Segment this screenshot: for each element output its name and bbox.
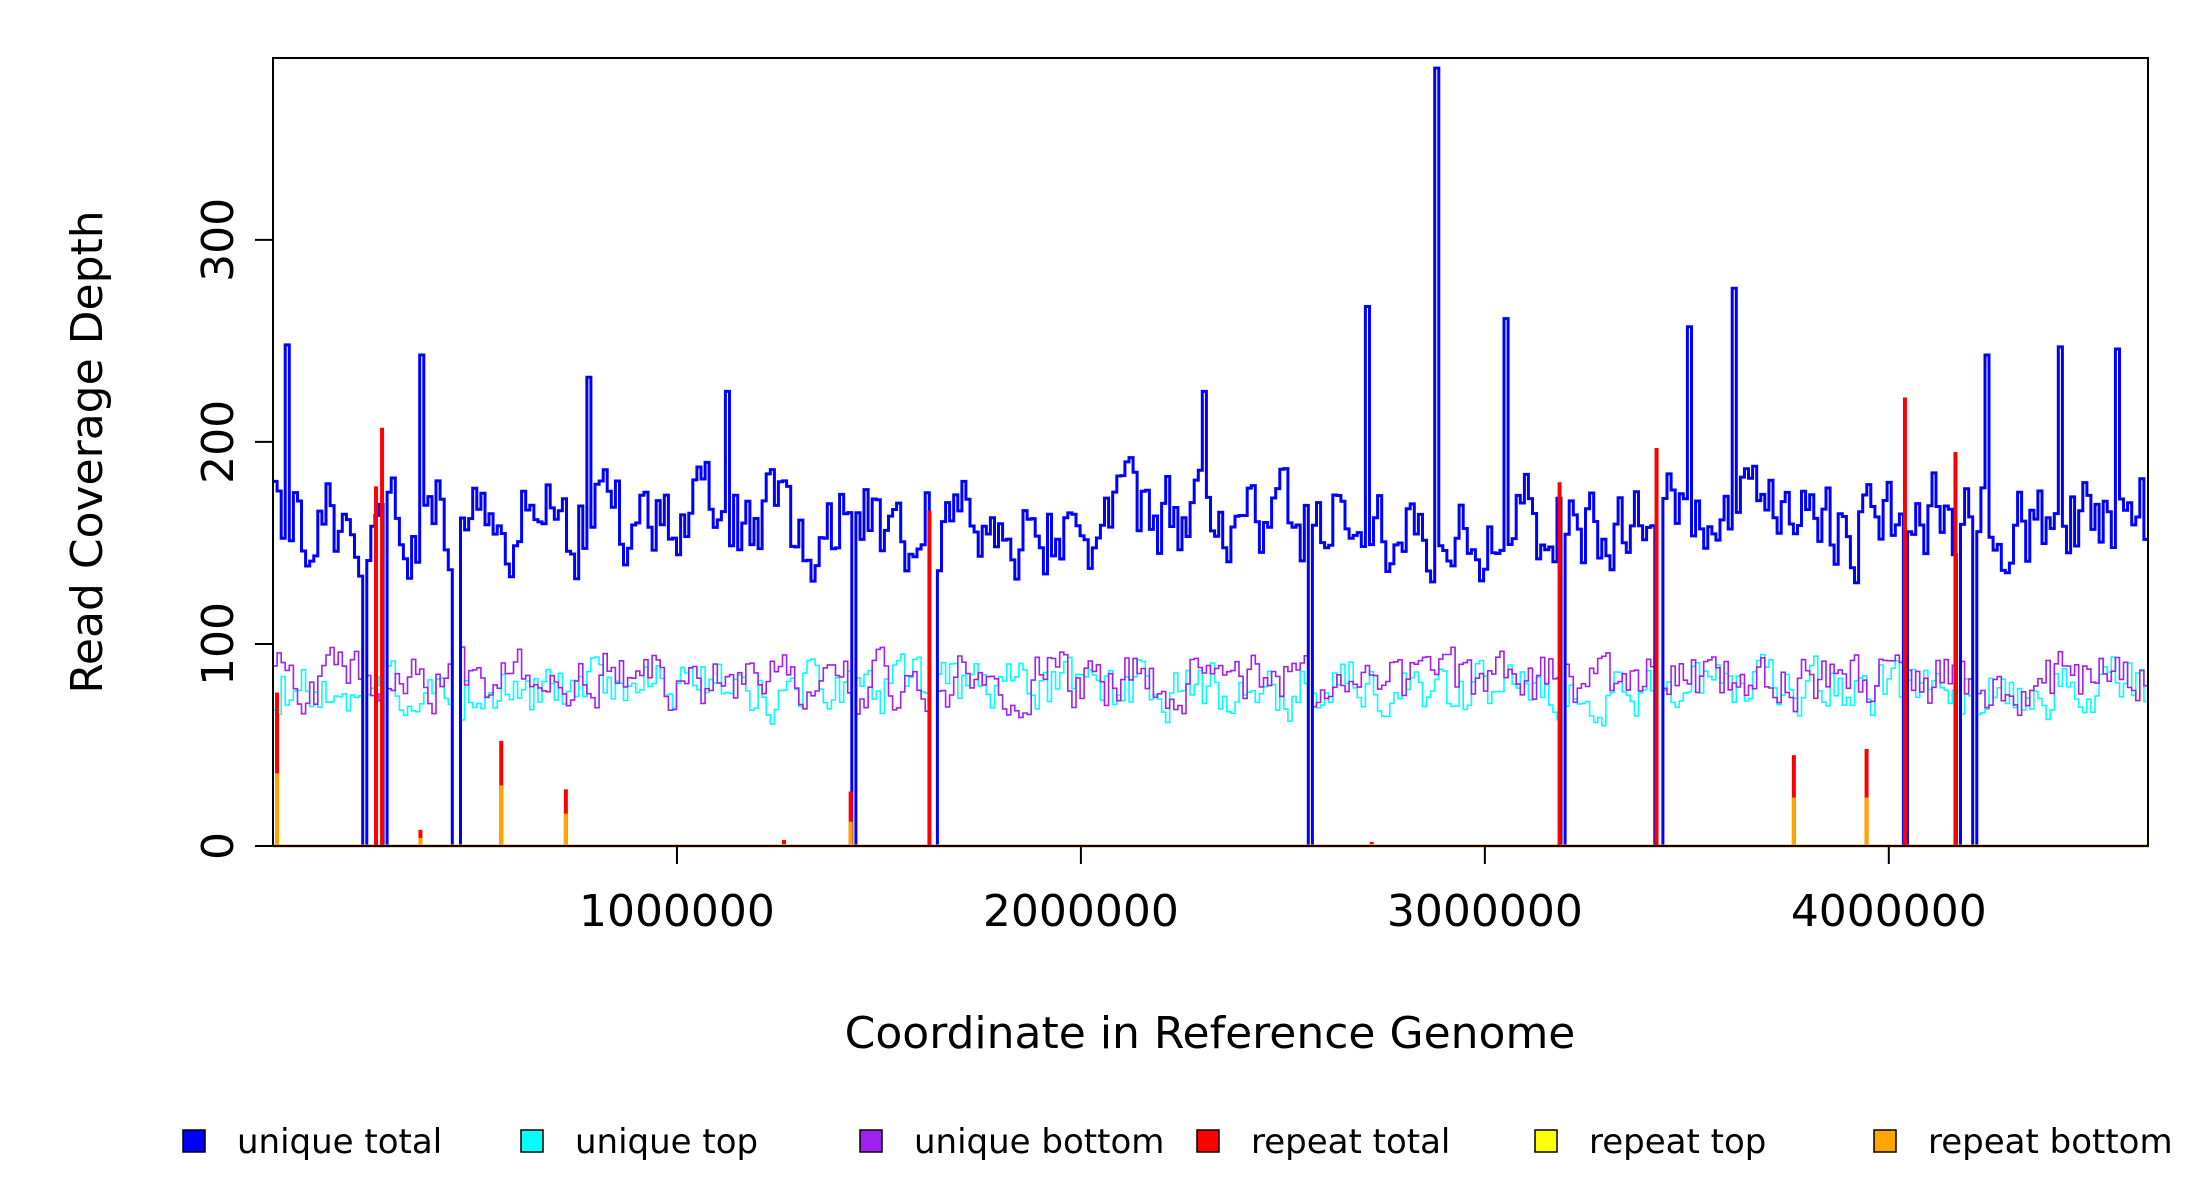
legend-label: unique bottom [914,1122,1164,1162]
y-tick-label: 100 [193,602,244,686]
legend: unique total unique top unique bottom repea… [182,1122,2173,1162]
legend-swatch [859,1129,883,1153]
legend-label: repeat top [1589,1122,1766,1162]
plot-frame [272,57,2149,847]
y-tick-label: 0 [193,832,244,860]
y-tick-label: 200 [193,400,244,484]
legend-label: repeat bottom [1928,1122,2173,1162]
x-tick-label: 2000000 [983,886,1179,937]
x-tick-label: 3000000 [1387,886,1583,937]
plot-area [273,66,2148,848]
legend-item-unique-bottom: unique bottom [859,1122,1164,1162]
series-line-unique-top [273,653,2148,847]
legend-swatch [1534,1129,1558,1153]
y-axis-title: Read Coverage Depth [62,210,113,693]
legend-label: unique top [575,1122,758,1162]
legend-swatch [1873,1129,1897,1153]
legend-label: repeat total [1251,1122,1450,1162]
x-tick-label: 4000000 [1791,886,1987,937]
legend-swatch [182,1129,206,1153]
series-line-unique-bottom [273,646,2148,847]
legend-item-repeat-total: repeat total [1196,1122,1450,1162]
series-line-unique-total [273,66,2148,848]
legend-item-unique-top: unique top [520,1122,758,1162]
legend-swatch [520,1129,544,1153]
x-axis-title: Coordinate in Reference Genome [845,1008,1576,1059]
x-tick-label: 1000000 [579,886,775,937]
legend-swatch [1196,1129,1220,1153]
y-axis: 0 100 200 300 [193,198,274,860]
legend-item-repeat-top: repeat top [1534,1122,1766,1162]
legend-label: unique total [237,1122,442,1162]
x-axis: 1000000 2000000 3000000 4000000 [579,845,1987,937]
legend-item-unique-total: unique total [182,1122,442,1162]
legend-item-repeat-bottom: repeat bottom [1873,1122,2173,1162]
y-tick-label: 300 [193,198,244,282]
